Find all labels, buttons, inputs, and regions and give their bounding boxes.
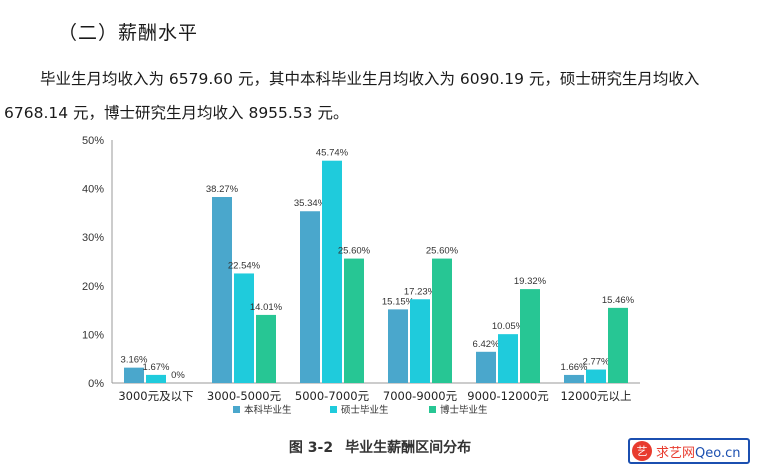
data-label: 14.01%: [250, 302, 283, 313]
legend-swatch: [330, 406, 337, 413]
y-tick-label: 40%: [82, 184, 104, 196]
bar: [322, 160, 342, 383]
data-label: 0%: [171, 370, 185, 381]
bar: [212, 197, 232, 383]
bar: [256, 314, 276, 383]
bar: [344, 258, 364, 383]
y-tick-label: 30%: [82, 232, 104, 244]
data-label: 10.05%: [492, 321, 525, 332]
salary-bar-chart: 0%10%20%30%40%50%3.16%1.67%0%3000元及以下38.…: [82, 135, 640, 416]
data-label: 15.46%: [602, 295, 635, 306]
paragraph-line-1: 毕业生月均收入为 6579.60 元，其中本科毕业生月均收入为 6090.19 …: [40, 70, 700, 88]
data-label: 2.77%: [583, 357, 610, 368]
x-tick-label: 7000-9000元: [383, 389, 458, 403]
data-label: 6.42%: [473, 339, 500, 350]
x-tick-label: 3000-5000元: [207, 389, 282, 403]
data-label: 45.74%: [316, 148, 349, 159]
section-heading: （二）薪酬水平: [58, 22, 199, 44]
data-label: 3.16%: [121, 355, 148, 366]
bar: [586, 369, 606, 383]
watermark-name: 求艺网: [656, 445, 696, 461]
data-label: 15.15%: [382, 296, 415, 307]
bar: [608, 307, 628, 383]
y-tick-label: 10%: [82, 329, 104, 341]
data-label: 25.60%: [338, 246, 371, 257]
legend-swatch: [429, 406, 436, 413]
y-tick-label: 20%: [82, 281, 104, 293]
bar: [498, 334, 518, 383]
y-tick-label: 50%: [82, 135, 104, 147]
data-label: 17.23%: [404, 286, 437, 297]
x-tick-label: 9000-12000元: [467, 389, 549, 403]
y-tick-label: 0%: [88, 378, 104, 390]
watermark-badge: 艺 求艺网Qeo.cn: [628, 438, 750, 464]
bar: [520, 289, 540, 383]
bar: [146, 374, 166, 383]
data-label: 19.32%: [514, 276, 547, 287]
x-tick-label: 3000元及以下: [118, 389, 193, 403]
x-tick-label: 5000-7000元: [295, 389, 370, 403]
bar: [300, 211, 320, 383]
data-label: 35.34%: [294, 198, 327, 209]
x-tick-label: 12000元以上: [560, 389, 631, 403]
data-label: 22.54%: [228, 260, 261, 271]
legend-label: 硕士毕业生: [341, 404, 389, 416]
bar: [124, 367, 144, 383]
data-label: 1.66%: [561, 362, 588, 373]
legend-swatch: [233, 406, 240, 413]
figure-caption: 图 3-2 毕业生薪酬区间分布: [0, 437, 760, 457]
figure-title: 毕业生薪酬区间分布: [345, 440, 472, 456]
data-label: 25.60%: [426, 246, 459, 257]
bar: [388, 309, 408, 383]
watermark-domain: Qeo.cn: [695, 445, 741, 461]
bar: [432, 258, 452, 383]
bar: [410, 299, 430, 383]
data-label: 1.67%: [143, 362, 170, 373]
bar: [476, 351, 496, 383]
legend-label: 博士毕业生: [440, 404, 488, 416]
data-label: 38.27%: [206, 184, 239, 195]
bar: [564, 374, 584, 383]
figure-number: 图 3-2: [288, 440, 334, 456]
watermark-logo-icon: 艺: [632, 441, 652, 461]
salary-paragraph: 毕业生月均收入为 6579.60 元，其中本科毕业生月均收入为 6090.19 …: [0, 62, 760, 130]
legend-label: 本科毕业生: [244, 404, 292, 416]
paragraph-line-2: 6768.14 元，博士研究生月均收入 8955.53 元。: [4, 104, 349, 122]
bar: [234, 273, 254, 383]
